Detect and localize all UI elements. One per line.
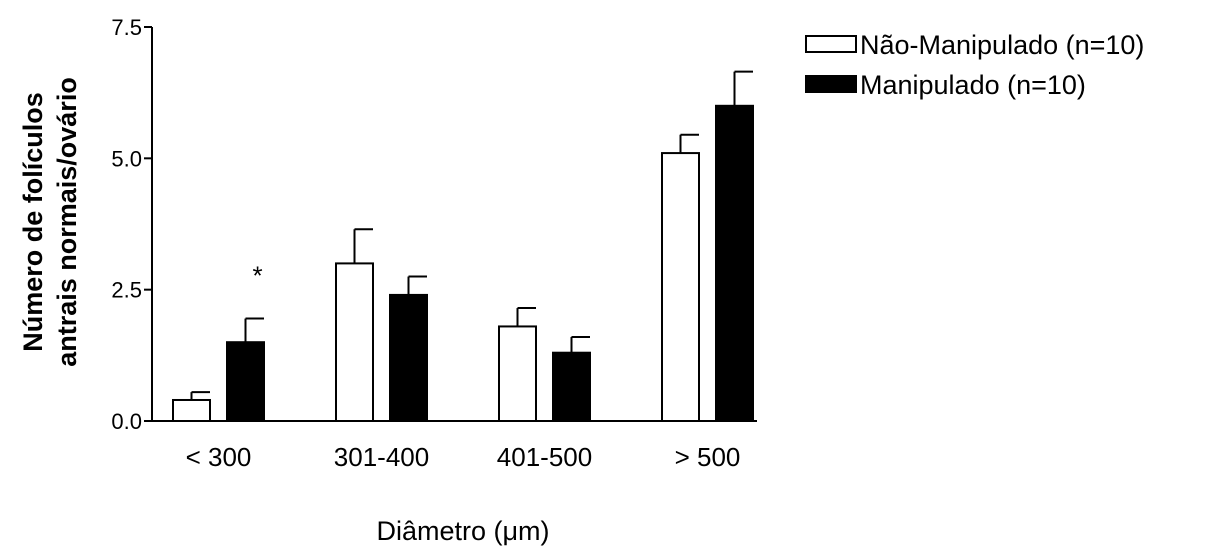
x-tick-label: 401-500 — [497, 442, 592, 472]
legend-label-nao-manipulado: Não-Manipulado (n=10) — [860, 30, 1144, 60]
plot-area: 0.0 2.5 5.0 7.5 < 300 301-400 401-500 > 500 * — [111, 15, 757, 472]
x-tick-label: > 500 — [675, 442, 741, 472]
bar-manipulado — [226, 341, 265, 423]
y-axis-title-line-1: Número de folículos — [18, 92, 48, 352]
y-tick-label: 7.5 — [111, 15, 142, 40]
legend-swatch-manipulado — [805, 75, 857, 93]
legend-swatch-nao-manipulado — [805, 35, 857, 53]
y-axis-title: Número de folículos antrais normais/ovár… — [18, 77, 82, 367]
bar-nao-manipulado — [335, 262, 374, 422]
bar-manipulado — [389, 293, 428, 423]
legend-label-manipulado: Manipulado (n=10) — [860, 70, 1086, 100]
x-axis-title-text: Diâmetro (μm) — [376, 516, 549, 546]
y-tick-label: 2.5 — [111, 278, 142, 303]
legend: Não-Manipulado (n=10) Manipulado (n=10) — [805, 30, 1144, 100]
x-tick-label: < 300 — [186, 442, 252, 472]
y-tick-label: 0.0 — [111, 409, 142, 434]
bar-manipulado — [552, 351, 591, 422]
bar-nao-manipulado — [172, 398, 211, 422]
y-axis-title-line-2: antrais normais/ovário — [52, 77, 82, 367]
significance-asterisk: * — [252, 261, 262, 291]
y-tick-label: 5.0 — [111, 146, 142, 171]
x-axis-title: Diâmetro (μm) — [376, 516, 549, 546]
bar-nao-manipulado — [498, 325, 537, 422]
bar-nao-manipulado — [661, 152, 700, 423]
x-tick-label: 301-400 — [334, 442, 429, 472]
bar-manipulado — [715, 104, 754, 423]
